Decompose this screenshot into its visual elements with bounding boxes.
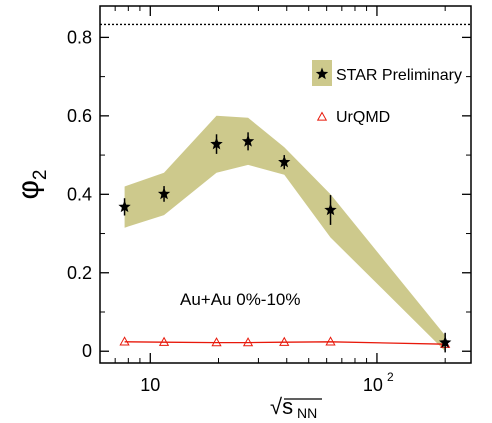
x-tick-label-exponent: 2 <box>387 370 394 384</box>
y-tick-label: 0.4 <box>67 184 92 204</box>
y-axis-label: φ2 <box>12 169 51 199</box>
model-point <box>158 336 170 346</box>
legend-label-star: STAR Preliminary <box>336 67 462 84</box>
y-tick-label: 0.8 <box>67 27 92 47</box>
data-point <box>324 203 337 216</box>
data-point <box>241 134 255 147</box>
model-point <box>242 337 254 347</box>
y-axis-label-main: φ <box>12 180 45 199</box>
x-axis-label-main: √s <box>270 394 293 419</box>
x-axis-label-subscript: NN <box>297 405 317 421</box>
x-tick-label: 10 <box>140 375 160 395</box>
model-point <box>279 336 290 346</box>
model-series <box>119 336 451 348</box>
uncertainty-bands <box>124 115 446 352</box>
legend-triangle-marker <box>316 111 328 121</box>
model-line <box>124 341 446 345</box>
y-tick-label: 0.2 <box>67 263 92 283</box>
plot-frame <box>99 5 472 364</box>
data-point <box>278 155 291 168</box>
x-tick-label: 10 <box>363 375 383 395</box>
model-point <box>211 337 222 347</box>
legend: STAR Preliminary UrQMD <box>312 60 462 126</box>
axes: 0 0.2 0.4 0.6 0.8 10 10 2 <box>67 6 471 395</box>
annotation: Au+Au 0%-10% <box>180 290 301 309</box>
y-tick-label: 0 <box>82 341 92 361</box>
legend-label-model: UrQMD <box>336 109 390 126</box>
data-series <box>118 132 452 353</box>
model-point <box>119 336 130 346</box>
y-axis-label-subscript: 2 <box>30 169 51 180</box>
legend-star-marker <box>315 67 329 80</box>
data-point <box>210 137 223 150</box>
y-tick-label: 0.6 <box>67 106 92 126</box>
x-axis-label: √s NN <box>270 394 322 421</box>
model-point <box>325 336 336 346</box>
data-point <box>439 336 452 348</box>
data-point <box>118 200 131 213</box>
uncertainty-band <box>124 115 446 352</box>
data-point <box>157 187 171 200</box>
